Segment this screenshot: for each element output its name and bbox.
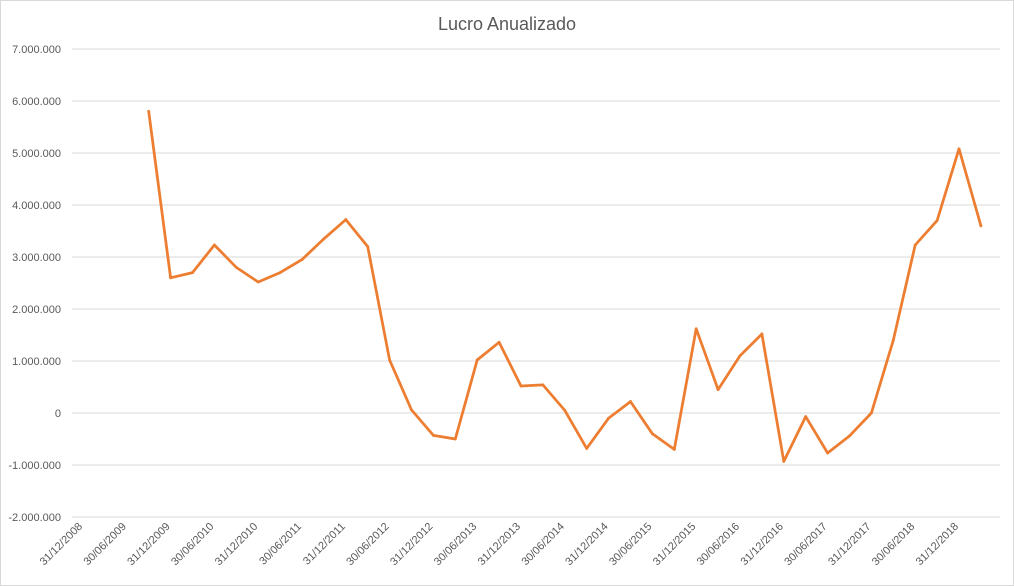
data-point (629, 400, 632, 403)
data-point (410, 408, 413, 412)
data-point (804, 415, 808, 419)
y-tick-label: 6.000.000 (12, 96, 61, 108)
data-point (278, 271, 282, 274)
data-line (147, 110, 983, 463)
x-tick-label: 30/06/2015 (607, 521, 654, 568)
x-tick-label: 30/06/2013 (432, 521, 479, 568)
data-point (826, 451, 829, 455)
y-tick-label: 1.000.000 (12, 356, 61, 368)
x-tick-label: 30/06/2009 (82, 521, 129, 568)
data-point (607, 416, 610, 420)
data-point (694, 327, 698, 331)
data-point (234, 266, 238, 269)
x-tick-label: 30/06/2017 (782, 521, 829, 568)
chart-title: Lucro Anualizado (437, 14, 577, 34)
x-tick-label: 31/12/2013 (476, 521, 523, 568)
data-point (782, 459, 786, 463)
x-tick-label: 31/12/2011 (301, 521, 348, 568)
y-tick-label: 2.000.000 (12, 304, 61, 316)
x-tick-label: 31/12/2016 (739, 521, 786, 568)
x-axis-tick-labels: 31/12/200830/06/200931/12/200930/06/2010… (38, 521, 961, 568)
x-tick-label: 31/12/2015 (651, 521, 698, 568)
x-tick-label: 31/12/2010 (213, 521, 260, 568)
x-tick-label: 30/06/2012 (344, 521, 391, 568)
x-tick-label: 30/06/2016 (695, 521, 742, 568)
data-point (366, 245, 370, 249)
data-point (453, 437, 457, 441)
data-point (870, 411, 873, 415)
x-tick-label: 31/12/2014 (563, 521, 610, 568)
data-point (388, 358, 391, 362)
data-point (256, 280, 260, 284)
y-tick-label: -1.000.000 (8, 460, 61, 472)
gridlines (72, 48, 1000, 518)
data-point (848, 434, 851, 438)
data-point (935, 219, 939, 223)
data-point (563, 409, 567, 412)
x-tick-label: 30/06/2014 (520, 521, 567, 568)
data-point (213, 243, 216, 247)
x-tick-label: 31/12/2012 (388, 521, 435, 568)
data-point (891, 338, 895, 342)
data-point (300, 258, 304, 261)
data-point (651, 432, 654, 436)
x-tick-label: 30/06/2010 (169, 521, 216, 568)
y-axis-tick-labels: -2.000.000 -1.000.000 0 1.000.000 2.000.000 3… (8, 44, 61, 524)
data-point (738, 354, 742, 358)
y-tick-label: 5.000.000 (12, 148, 61, 160)
data-point (519, 384, 523, 388)
data-point (716, 388, 720, 391)
data-point (541, 383, 545, 387)
x-tick-label: 30/06/2018 (870, 521, 917, 568)
x-tick-label: 30/06/2011 (257, 521, 304, 568)
data-point (169, 276, 173, 280)
data-point (760, 332, 764, 336)
x-tick-label: 31/12/2008 (38, 521, 85, 568)
data-point (913, 243, 917, 247)
y-tick-label: -2.000.000 (8, 512, 61, 524)
x-tick-label: 31/12/2009 (125, 521, 172, 568)
data-point (979, 224, 983, 228)
data-point (475, 358, 479, 362)
data-point (344, 218, 348, 221)
data-point (322, 237, 326, 241)
y-tick-label: 3.000.000 (12, 252, 61, 264)
data-point (672, 448, 676, 451)
y-tick-label: 4.000.000 (12, 200, 61, 212)
x-tick-label: 31/12/2018 (914, 521, 961, 568)
data-point (147, 110, 151, 113)
data-point (585, 446, 589, 450)
series-line (147, 110, 983, 463)
y-tick-label: 7.000.000 (12, 44, 61, 56)
data-point (497, 340, 501, 344)
data-point (191, 271, 194, 274)
x-tick-label: 31/12/2017 (826, 521, 873, 568)
data-point (432, 433, 435, 437)
data-point (957, 147, 961, 151)
y-tick-label: 0 (55, 408, 61, 420)
